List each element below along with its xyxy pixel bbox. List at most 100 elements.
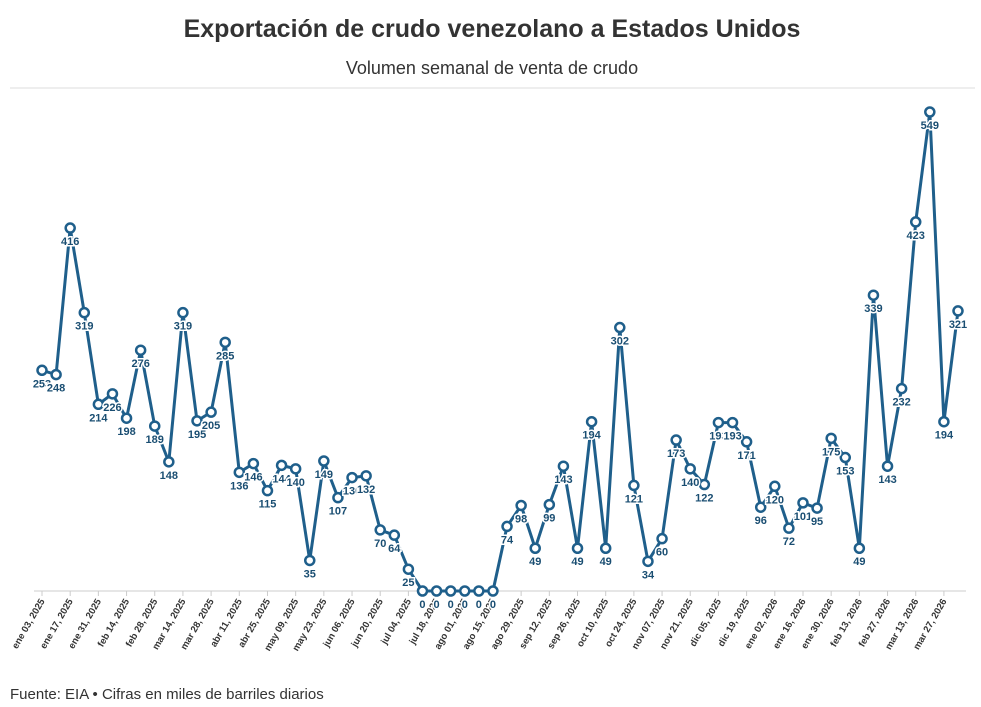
data-label: 121 [625, 493, 643, 505]
point [402, 563, 415, 575]
data-label: 0 [448, 599, 454, 611]
point [599, 542, 612, 554]
point [275, 459, 288, 472]
point [332, 491, 344, 504]
data-label: 0 [462, 599, 468, 611]
point [219, 336, 231, 349]
point [64, 222, 76, 234]
point [614, 321, 626, 334]
point [938, 415, 950, 428]
point [473, 585, 485, 597]
data-label: 173 [667, 448, 685, 460]
data-label: 49 [529, 556, 541, 568]
point [867, 289, 880, 301]
point [92, 398, 105, 411]
point [670, 434, 682, 446]
data-label: 143 [554, 474, 572, 486]
point [247, 457, 260, 470]
point [642, 555, 654, 568]
data-label: 98 [515, 513, 527, 525]
data-label: 120 [766, 494, 784, 506]
data-label: 194 [582, 430, 601, 442]
data-label: 0 [419, 599, 425, 611]
chart-subtitle: Volumen semanal de venta de crudo [346, 58, 638, 78]
point [881, 460, 894, 472]
data-label: 214 [89, 412, 108, 424]
point [346, 471, 358, 484]
data-label: 285 [216, 350, 234, 362]
point [487, 585, 499, 597]
point [628, 479, 640, 492]
data-label: 35 [304, 568, 316, 580]
point [726, 416, 739, 429]
point [698, 478, 711, 491]
point [134, 344, 147, 356]
data-label: 96 [755, 515, 767, 527]
point [853, 542, 866, 554]
point [163, 456, 175, 468]
data-label: 319 [75, 321, 93, 333]
data-label: 0 [490, 599, 496, 611]
data-label: 49 [571, 556, 583, 568]
data-label: 130 [343, 486, 361, 498]
point [459, 585, 471, 597]
data-label: 175 [822, 446, 840, 458]
point [515, 499, 527, 512]
point [120, 412, 133, 424]
data-label: 302 [611, 336, 629, 348]
data-label: 25 [402, 577, 414, 589]
data-label: 339 [864, 303, 882, 315]
point [924, 106, 936, 118]
point [148, 420, 161, 432]
data-label: 148 [160, 470, 178, 482]
data-label: 248 [47, 383, 65, 395]
point [557, 460, 570, 472]
point [78, 306, 91, 319]
point [416, 585, 429, 597]
data-label: 49 [600, 556, 612, 568]
data-label: 253 [33, 378, 51, 390]
point [191, 415, 203, 427]
data-label: 140 [286, 477, 304, 489]
data-label: 34 [642, 569, 655, 581]
point [318, 455, 330, 467]
data-label: 321 [949, 319, 967, 331]
point [656, 532, 668, 545]
data-label: 171 [737, 450, 755, 462]
data-label: 72 [783, 536, 795, 548]
point [740, 436, 753, 448]
point [501, 520, 513, 533]
point [571, 542, 584, 554]
data-label: 226 [103, 402, 121, 414]
data-label: 115 [259, 499, 277, 511]
point [374, 524, 386, 536]
point [712, 416, 725, 429]
data-label: 132 [357, 484, 375, 496]
data-label: 95 [811, 516, 823, 528]
data-label: 143 [878, 474, 896, 486]
point [304, 554, 316, 567]
data-label: 122 [695, 493, 713, 505]
data-label: 194 [935, 430, 954, 442]
data-label: 423 [907, 230, 925, 242]
point [839, 451, 852, 464]
point [261, 484, 274, 497]
data-label: 416 [61, 236, 79, 248]
point [36, 364, 48, 377]
data-label: 276 [131, 358, 149, 370]
data-label: 140 [681, 477, 699, 489]
data-label: 198 [117, 426, 135, 438]
data-label: 144 [272, 473, 291, 485]
point [388, 529, 401, 541]
data-label: 549 [921, 120, 939, 132]
data-label: 136 [230, 480, 248, 492]
data-label: 319 [174, 321, 192, 333]
point [895, 382, 908, 395]
point [783, 522, 795, 534]
data-label: 64 [388, 543, 401, 555]
point [289, 463, 302, 475]
point [360, 470, 372, 482]
data-label: 189 [146, 434, 164, 446]
data-label: 193 [709, 431, 727, 443]
point [952, 305, 964, 317]
